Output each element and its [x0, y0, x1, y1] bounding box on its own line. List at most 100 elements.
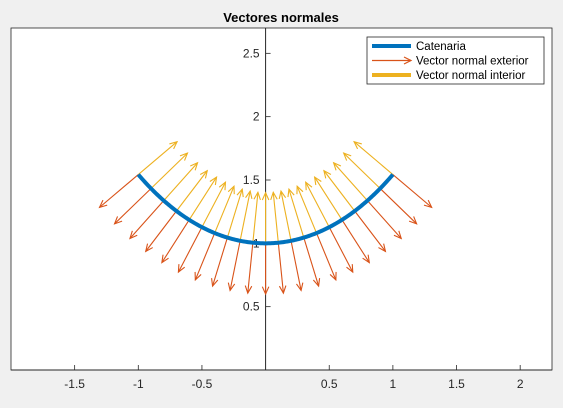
normal-interior-arrow [137, 140, 179, 175]
normal-interior-arrow-head [199, 169, 209, 179]
normal-interior-arrow [296, 184, 318, 234]
normal-exterior-arrow-head [362, 254, 371, 264]
normal-exterior-arrow-head [177, 264, 186, 274]
normal-interior-arrow-head [227, 184, 235, 195]
normal-interior-arrow [278, 189, 292, 241]
normal-interior-arrow-head [296, 184, 304, 195]
normal-exterior-arrow-shaft [114, 188, 152, 225]
normal-interior-arrow-head [332, 161, 342, 171]
normal-interior-arrow [305, 181, 330, 228]
normal-interior-arrow-head [218, 181, 227, 191]
legend-label: Catenaria [416, 41, 466, 53]
normal-interior-arrow-shaft [323, 170, 356, 212]
normal-interior-arrow-shaft [201, 181, 226, 228]
normal-exterior-arrow [211, 237, 228, 288]
normal-exterior-arrow-shaft [315, 232, 337, 281]
normal-interior-arrow [313, 175, 343, 221]
normal-exterior-arrow [328, 226, 354, 274]
normal-exterior-arrow [315, 232, 337, 282]
normal-interior-arrow-head [236, 187, 244, 198]
normal-interior-arrow-shaft [252, 192, 259, 243]
normal-interior-arrow-shaft [272, 192, 279, 243]
normal-interior-arrow [201, 181, 227, 228]
normal-interior-arrow-shaft [333, 162, 368, 201]
normal-exterior-arrow-shaft [392, 174, 433, 208]
normal-interior-arrow-shaft [137, 141, 178, 175]
normal-exterior-arrow-shaft [145, 210, 177, 252]
normal-exterior-arrow-shaft [379, 188, 418, 225]
normal-interior-arrow-head [253, 190, 261, 201]
normal-exterior-arrow-head [161, 254, 169, 264]
normal-exterior-arrow [113, 188, 152, 225]
normal-interior-arrow-shaft [188, 176, 218, 221]
normal-exterior-arrow-shaft [229, 240, 241, 291]
normal-exterior-arrow-head [296, 282, 304, 292]
normal-exterior-arrow-shaft [328, 226, 354, 273]
axis-ticks: -1.5 -1 -0.5 0.5 1 1.5 20.511.522.5 [64, 46, 524, 391]
normal-interior-arrow-shaft [343, 152, 381, 189]
normal-interior-arrow-head [179, 152, 189, 161]
normal-interior-arrow-shaft [239, 191, 251, 241]
normal-exterior-arrow-shaft [367, 200, 402, 239]
normal-exterior-arrow [177, 226, 203, 274]
normal-interior-arrow-head [353, 140, 362, 150]
normal-interior-arrow-head [261, 191, 270, 201]
legend: Catenaria Vector normal exterior Vector no… [366, 36, 545, 85]
normal-exterior-arrow-shaft [177, 226, 203, 273]
normal-exterior-arrow-shaft [99, 174, 139, 208]
normal-exterior-arrow-shaft [290, 240, 302, 291]
normal-interior-arrow [323, 169, 356, 212]
normal-exterior-arrow-head [393, 230, 403, 240]
normal-interior-arrow [163, 161, 199, 201]
catenary-curve [136, 173, 395, 246]
normal-interior-arrow-shaft [288, 188, 305, 238]
normal-interior-arrow-head [278, 189, 287, 200]
normal-exterior-arrow [261, 243, 270, 296]
normal-exterior-arrow-head [244, 285, 253, 295]
normal-interior-arrow [287, 187, 305, 238]
normal-exterior-arrow [144, 210, 177, 253]
normal-interior-arrow-head [190, 161, 199, 171]
normal-exterior-arrow [227, 240, 241, 292]
normal-interior-arrow [176, 169, 209, 212]
normal-exterior-arrow [303, 237, 321, 288]
normal-exterior-arrow-shaft [212, 237, 228, 287]
normal-interior-arrow-shaft [163, 162, 198, 201]
normal-exterior-arrow [341, 219, 371, 264]
normal-exterior-arrow [161, 219, 190, 264]
normal-interior-arrow [332, 161, 368, 201]
x-tick-label: 1 [390, 377, 397, 391]
normal-exterior-arrow-shaft [277, 242, 284, 294]
x-tick-label: -1.5 [64, 377, 85, 391]
normal-interior-arrow-shaft [305, 181, 330, 228]
normal-exterior-arrow-head [144, 243, 153, 253]
normal-interior-arrow [342, 152, 381, 189]
normal-interior-arrow-head [209, 175, 218, 186]
normal-interior-arrow-shaft [214, 185, 235, 234]
normal-exterior-arrow [129, 200, 165, 240]
normal-exterior-arrow-head [312, 278, 321, 288]
normal-exterior-arrow-head [194, 271, 202, 282]
x-tick-label: -0.5 [192, 377, 213, 391]
plot-area [10, 27, 553, 371]
normal-interior-arrow-head [287, 187, 295, 198]
normal-interior-arrow-head [169, 140, 179, 150]
normal-interior-arrow-shaft [176, 170, 208, 212]
normal-exterior-arrow [98, 174, 139, 209]
normal-interior-arrow [214, 184, 235, 234]
normal-exterior-arrow-head [329, 271, 337, 282]
legend-swatch-exterior-head [403, 56, 413, 65]
normal-interior-arrow-head [342, 152, 352, 161]
normal-exterior-arrow-head [378, 243, 387, 253]
normal-exterior-arrow-shaft [247, 242, 254, 294]
normal-exterior-arrow-shaft [194, 232, 216, 281]
normal-interior-arrow-head [323, 169, 332, 179]
normal-exterior-arrow-head [261, 286, 270, 296]
normal-exterior-arrow-head [113, 216, 123, 225]
normal-interior-arrow [188, 175, 218, 221]
normal-interior-arrow [252, 190, 261, 243]
normal-exterior-arrow-head [278, 285, 287, 295]
normal-interior-arrow [270, 190, 279, 243]
normal-exterior-arrow-head [129, 230, 138, 240]
normal-interior-arrow-shaft [296, 185, 318, 234]
